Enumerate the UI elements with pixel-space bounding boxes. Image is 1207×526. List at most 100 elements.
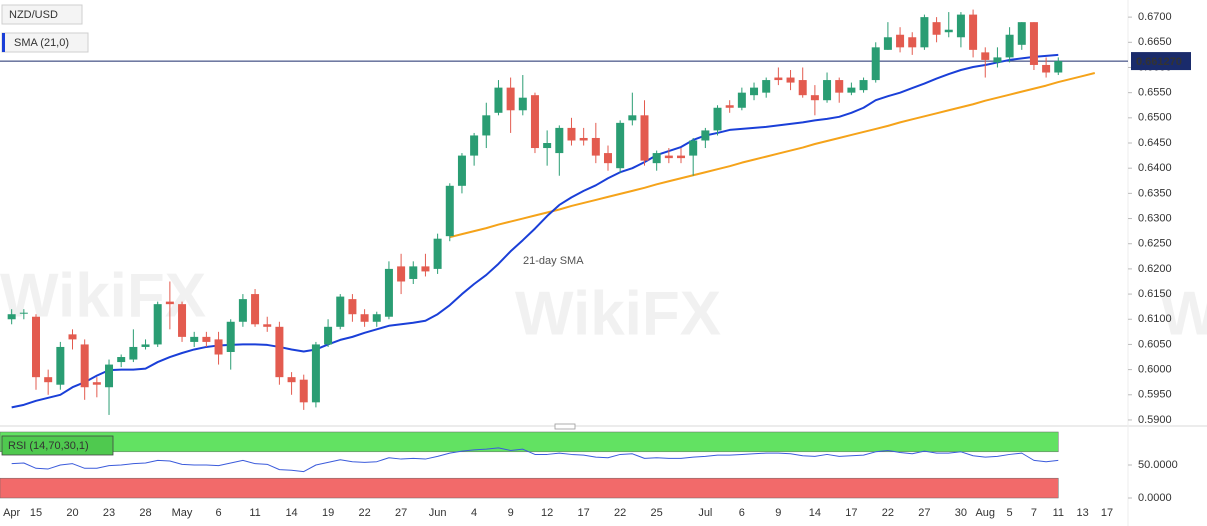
pane-handle [554, 423, 576, 430]
candle-body [44, 377, 53, 383]
candle-body [311, 344, 320, 403]
candle-body [275, 326, 284, 378]
candle-body [664, 155, 673, 159]
candle-body [944, 29, 953, 33]
candle-body [920, 17, 929, 48]
candle-body [141, 344, 150, 347]
candle-body [372, 314, 381, 322]
legend-label: SMA (21,0) [14, 37, 69, 49]
legend-swatch [2, 33, 5, 52]
candle-body [689, 140, 698, 156]
x-tick-label: 6 [739, 507, 745, 519]
sma-line [11, 53, 1059, 409]
candle-body [932, 22, 941, 35]
last-price-label: 0.661270 [1136, 56, 1182, 68]
candle-body [360, 314, 369, 322]
x-tick-label: 11 [249, 507, 260, 519]
y-tick-label: 0.6100 [1138, 313, 1172, 325]
x-tick-label: 27 [918, 507, 930, 519]
candle-body [896, 34, 905, 48]
watermark: WikiFX [0, 261, 206, 330]
candle-body [956, 14, 965, 38]
candle-body [993, 57, 1002, 63]
x-tick-label: 12 [541, 507, 553, 519]
rsi-band [0, 431, 1059, 453]
candle-body [530, 95, 539, 149]
x-tick-label: 5 [1007, 507, 1013, 519]
candle-body [786, 77, 795, 83]
trendline [449, 72, 1096, 239]
candle-body [567, 127, 576, 141]
candle-body [409, 266, 418, 279]
candle-body [835, 80, 844, 93]
candle-body [470, 135, 479, 156]
x-tick-label: 4 [471, 507, 477, 519]
candle-body [847, 87, 856, 93]
candle-body [153, 304, 162, 345]
candle-body [871, 47, 880, 81]
candle-body [579, 137, 588, 141]
x-tick-label: 19 [322, 507, 334, 519]
title-box [1, 4, 83, 25]
candle-body [494, 87, 503, 113]
candle-body [859, 80, 868, 91]
candle-body [421, 266, 430, 272]
y-tick-label: 0.5950 [1138, 389, 1172, 401]
x-tick-label: 30 [955, 507, 967, 519]
candle-body [336, 296, 345, 327]
x-tick-label: 6 [215, 507, 221, 519]
candle-body [68, 334, 77, 340]
x-tick-label: 13 [1076, 507, 1088, 519]
candle-body [762, 80, 771, 93]
candle-body [798, 80, 807, 96]
x-tick-label: 14 [809, 507, 821, 519]
candle-body [591, 137, 600, 156]
candle-body [969, 14, 978, 50]
candle-body [238, 299, 247, 322]
candle-body [725, 105, 734, 108]
watermark: WikiFX [1160, 279, 1207, 348]
x-tick-label: 7 [1031, 507, 1037, 519]
candle-body [348, 299, 357, 315]
candle-body [56, 346, 65, 385]
candle-body [652, 153, 661, 164]
candle-body [457, 155, 466, 186]
candle-body [518, 97, 527, 111]
last-price-tag [1131, 52, 1191, 71]
rsi-legend-box [1, 435, 114, 456]
candle-body [908, 37, 917, 48]
candle-body [1042, 64, 1051, 73]
x-tick-label: 11 [1053, 507, 1064, 519]
y-tick-label: 0.0000 [1138, 492, 1172, 504]
candle-body [555, 127, 564, 154]
candle-body [299, 379, 308, 403]
y-tick-label: 0.6450 [1138, 137, 1172, 149]
y-tick-label: 0.6050 [1138, 338, 1172, 350]
candle-body [1017, 22, 1026, 45]
candle-body [384, 268, 393, 317]
candle-body [178, 304, 187, 337]
candle-body [603, 153, 612, 164]
candle-body [750, 87, 759, 96]
candle-body [105, 364, 114, 388]
candle-body [774, 77, 783, 81]
x-tick-label: 22 [614, 507, 626, 519]
candle-body [433, 238, 442, 269]
candle-body [7, 314, 16, 320]
x-tick-label: Jun [429, 507, 447, 519]
candle-body [397, 266, 406, 282]
x-tick-label: 17 [1101, 507, 1113, 519]
x-tick-label: 14 [285, 507, 297, 519]
x-tick-label: May [172, 507, 193, 519]
candle-body [287, 377, 296, 383]
candle-body [80, 344, 89, 388]
candle-body [226, 321, 235, 352]
candle-body [32, 316, 40, 378]
rsi-title: RSI (14,70,30,1) [8, 440, 89, 452]
candle-body [92, 382, 101, 385]
candle-body [445, 185, 454, 237]
candle-body [190, 336, 199, 342]
y-tick-label: 0.6500 [1138, 112, 1172, 124]
x-tick-label: 17 [578, 507, 590, 519]
